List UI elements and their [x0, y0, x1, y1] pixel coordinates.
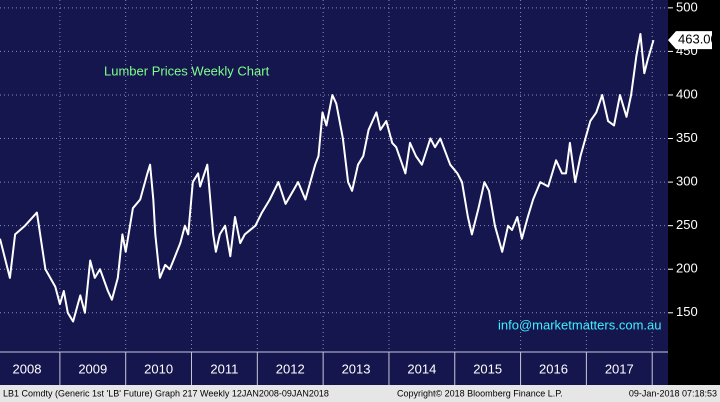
x-tick-label: 2011: [210, 361, 238, 376]
plot-area: [0, 0, 668, 352]
x-tick-label: 2017: [605, 361, 634, 376]
footer-right: 09-Jan-2018 07:18:53: [629, 388, 717, 398]
y-tick-label: 150: [676, 304, 698, 319]
footer-left: LB1 Comdty (Generic 1st 'LB' Future) Gra…: [3, 388, 329, 398]
annotation: info@marketmatters.com.au: [498, 317, 661, 332]
footer-band: [0, 385, 720, 402]
x-axis-band: [0, 352, 668, 385]
x-tick-label: 2015: [473, 361, 502, 376]
x-tick-label: 2016: [539, 361, 568, 376]
y-tick-label: 250: [676, 217, 698, 232]
x-tick-label: 2012: [276, 361, 305, 376]
x-tick-label: 2010: [144, 361, 173, 376]
price-line: [0, 33, 655, 323]
y-tick-label: 300: [676, 174, 698, 189]
last-price-label: 463.00: [678, 32, 718, 47]
y-tick-label: 500: [676, 0, 698, 14]
x-tick-label: 2013: [342, 361, 371, 376]
x-tick-label: 2009: [78, 361, 107, 376]
chart-title: Lumber Prices Weekly Chart: [104, 63, 270, 78]
y-tick-label: 350: [676, 130, 698, 145]
x-tick-label: 2008: [13, 361, 42, 376]
y-tick-label: 200: [676, 261, 698, 276]
x-tick-label: 2014: [407, 361, 436, 376]
y-tick-label: 400: [676, 86, 698, 101]
last-price-tag: [668, 31, 712, 50]
footer-center: Copyright© 2018 Bloomberg Finance L.P.: [397, 388, 563, 398]
